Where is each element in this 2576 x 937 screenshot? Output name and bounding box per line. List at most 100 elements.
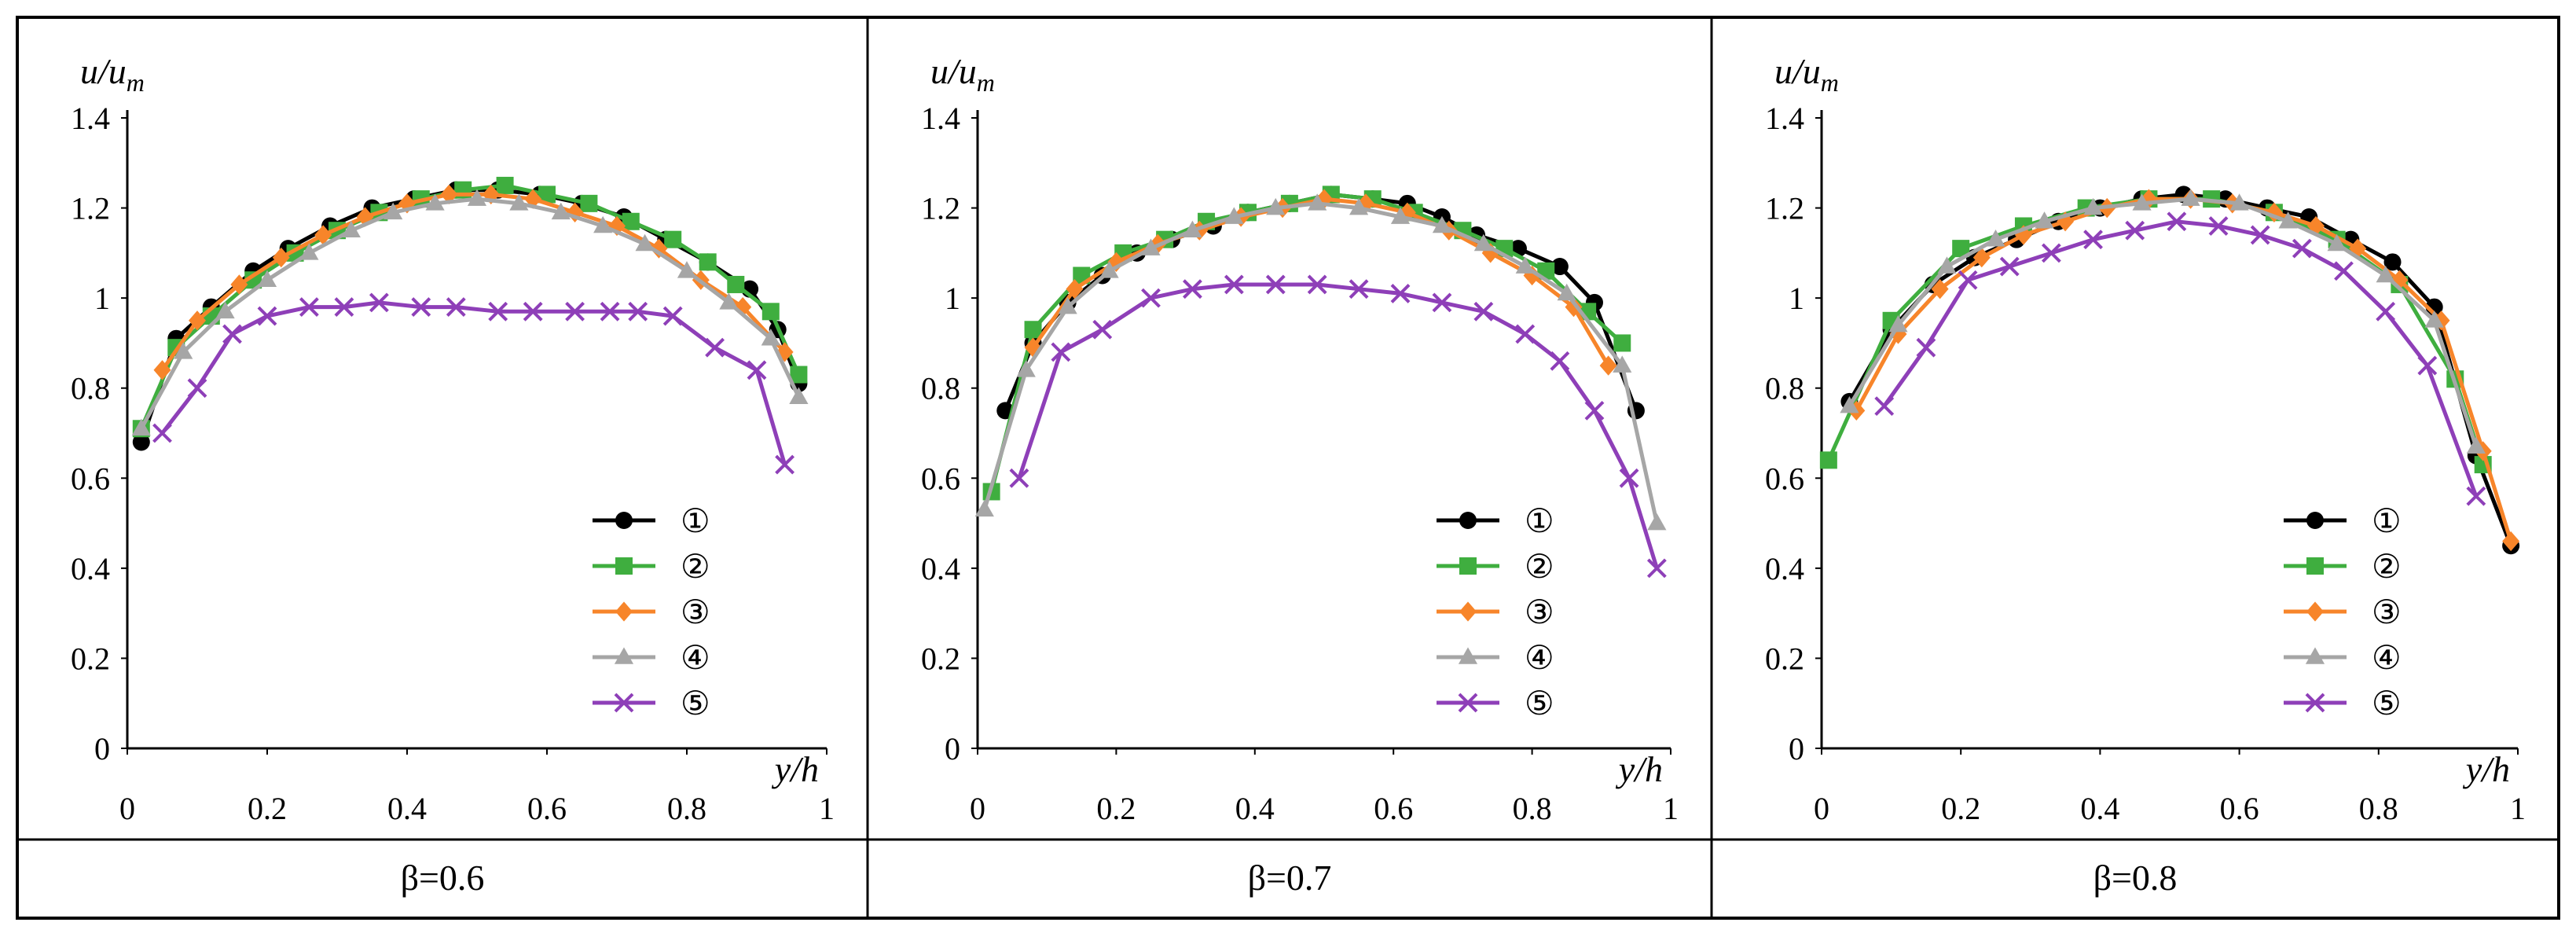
- data-point-s5: [299, 297, 319, 318]
- panel-beta-0-8: 0 0.2 0.4 0.6 0.8 1 1.2 1.4 0 0.2 0.4 0.6 0.8 1 u/um y/…: [1765, 51, 2526, 898]
- legend: ① ② ③ ④ ⑤: [593, 504, 710, 722]
- data-point-s5: [1473, 301, 1494, 322]
- legend-item-4: ④: [2284, 641, 2402, 677]
- data-point-s4: [2132, 193, 2152, 211]
- data-point-s5: [1265, 274, 1286, 295]
- series-5: [1009, 274, 1667, 579]
- legend-marker: [2305, 647, 2325, 664]
- data-point-s4: [257, 270, 277, 288]
- data-point-s3: [2057, 211, 2075, 232]
- data-point-s5: [1432, 292, 1452, 313]
- data-point-s2: [1819, 451, 1837, 469]
- data-point-s5: [1349, 279, 1369, 299]
- data-point-s1: [2383, 253, 2402, 271]
- x-tick-label: 0.2: [1096, 791, 1136, 826]
- legend-marker: [614, 693, 634, 713]
- y-tick-label: 0.2: [1765, 641, 1804, 676]
- panel-caption: β=0.6: [401, 858, 485, 898]
- data-point-s5: [222, 324, 242, 344]
- data-point-s4: [467, 189, 487, 206]
- legend-marker: [614, 647, 634, 664]
- legend-label: ②: [1525, 549, 1554, 586]
- legend-marker: [1459, 512, 1477, 529]
- data-point-s4: [2424, 310, 2444, 328]
- data-point-s5: [2292, 238, 2312, 259]
- data-point-s3: [314, 225, 332, 245]
- y-tick-label: 1.4: [71, 101, 110, 136]
- data-point-s4: [1141, 238, 1161, 255]
- figure-frame: [16, 16, 2560, 920]
- outer-border: [16, 16, 2560, 920]
- data-point-s5: [600, 301, 620, 322]
- data-point-s5: [1051, 342, 1071, 362]
- data-point-s4: [2035, 211, 2054, 229]
- data-point-s4: [215, 301, 235, 319]
- panel-caption: β=0.7: [1248, 858, 1332, 898]
- x-tick-label: 0.8: [1513, 791, 1552, 826]
- y-tick-label: 0.4: [921, 551, 960, 586]
- x-tick-label: 0: [119, 791, 135, 826]
- legend-item-1: ①: [2284, 504, 2402, 540]
- panel-caption: β=0.8: [2093, 858, 2178, 898]
- data-point-s5: [1515, 324, 1536, 344]
- data-point-s2: [790, 366, 808, 384]
- data-point-s4: [1515, 256, 1535, 274]
- series-4: [1840, 189, 2486, 454]
- data-point-s3: [1889, 324, 1907, 344]
- data-point-s2: [244, 271, 262, 289]
- legend-item-5: ⑤: [593, 686, 710, 722]
- legend-marker: [615, 601, 633, 622]
- data-point-s3: [608, 215, 626, 237]
- legend-item-2: ②: [2284, 549, 2402, 586]
- legend: ① ② ③ ④ ⑤: [2284, 504, 2402, 722]
- x-tick-label: 1: [819, 791, 835, 826]
- data-point-s4: [2466, 436, 2486, 454]
- y-axis-label-subscript: m: [977, 68, 995, 97]
- data-point-s4: [2229, 193, 2249, 211]
- panel-beta-0-7: 00.20.40.60.811.21.40 0.2 0.4 0.6 0.8 1u/umy/…: [921, 51, 1679, 898]
- x-axis-label: y/h: [2463, 749, 2510, 789]
- data-point-s4: [761, 329, 780, 346]
- data-point-s3: [2502, 531, 2520, 552]
- legend-marker: [2306, 601, 2324, 622]
- series-5: [1874, 211, 2486, 506]
- x-tick-label: 0: [1814, 791, 1829, 826]
- data-point-s5: [1141, 288, 1161, 308]
- data-point-s2: [699, 253, 717, 271]
- y-axis-label-subscript: m: [127, 68, 145, 97]
- data-point-s4: [425, 193, 445, 211]
- data-point-s3: [2307, 215, 2325, 237]
- y-tick-label: 0.6: [71, 461, 110, 496]
- y-axis-label: u/um: [1774, 51, 1839, 97]
- data-point-s2: [1952, 240, 1970, 258]
- data-point-s4: [299, 243, 319, 260]
- data-point-s4: [1473, 233, 1493, 252]
- data-point-s3: [1191, 220, 1209, 241]
- data-point-s5: [1307, 274, 1327, 295]
- data-point-s4: [2181, 189, 2200, 206]
- legend-label: ①: [681, 504, 710, 540]
- series-line-4: [1848, 197, 2479, 447]
- data-point-s4: [2327, 233, 2347, 252]
- series-4: [974, 193, 1667, 531]
- legend-label: ④: [2372, 641, 2402, 677]
- data-point-s3: [2432, 310, 2450, 331]
- data-point-s4: [1266, 197, 1286, 215]
- y-tick-label: 0: [1789, 731, 1804, 766]
- data-point-s4: [789, 387, 809, 404]
- legend-item-1: ①: [593, 504, 710, 540]
- data-point-s3: [230, 274, 248, 295]
- x-tick-label: 1: [1663, 791, 1679, 826]
- data-point-s5: [2083, 230, 2103, 250]
- x-tick-label: 0.2: [248, 791, 287, 826]
- data-point-s5: [334, 297, 354, 318]
- data-point-s5: [1874, 396, 1895, 417]
- y-tick-label: 1: [945, 281, 960, 316]
- y-tick-label: 1.2: [71, 191, 110, 226]
- legend-label: ⑤: [2372, 686, 2402, 722]
- data-point-s2: [727, 275, 745, 293]
- y-tick-label: 0: [94, 731, 110, 766]
- legend-item-3: ③: [1437, 595, 1554, 631]
- data-point-s4: [635, 233, 655, 252]
